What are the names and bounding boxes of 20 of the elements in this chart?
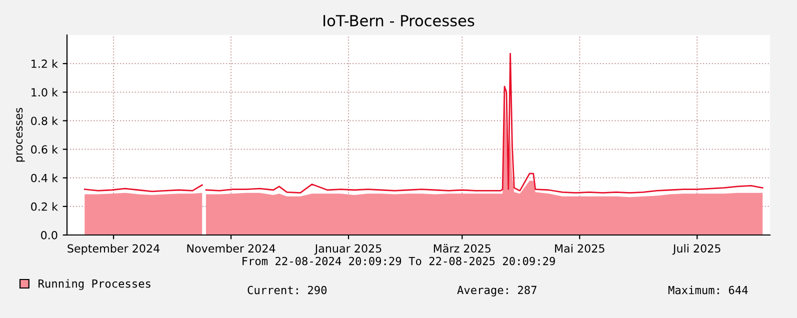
x-tick-label: Mai 2025 — [555, 244, 604, 253]
y-axis-title: processes — [16, 108, 25, 162]
text: Average: 287 — [457, 286, 536, 296]
x-tick-label: November 2024 — [187, 244, 276, 253]
y-tick-label: 1.0 k — [32, 88, 58, 97]
chart-title: IoT-Bern - Processes — [324, 15, 474, 26]
y-tick-label: 1.2 k — [32, 59, 58, 68]
y-tick-label: 0.6 k — [31, 145, 58, 154]
x-tick-label: Juli 2025 — [672, 244, 720, 255]
x-tick-label: September 2024 — [68, 244, 160, 255]
text: Current: 290 — [248, 286, 327, 294]
x-tick-label: Januar 2025 — [314, 244, 382, 255]
x-tick-label: März 2025 — [434, 244, 490, 253]
text: Maximum: 644 — [668, 286, 748, 294]
text: From 22-08-2024 20:09:29 To 22-08-2025 20:09:29 — [242, 256, 555, 266]
y-tick-label: 0.2 k — [31, 202, 58, 211]
legend-label: Running Processes — [38, 279, 150, 290]
y-tick-label: 0.4 k — [31, 174, 58, 182]
y-tick-label: 0.0 — [41, 230, 58, 240]
y-tick-label: 0.8 k — [31, 116, 58, 126]
